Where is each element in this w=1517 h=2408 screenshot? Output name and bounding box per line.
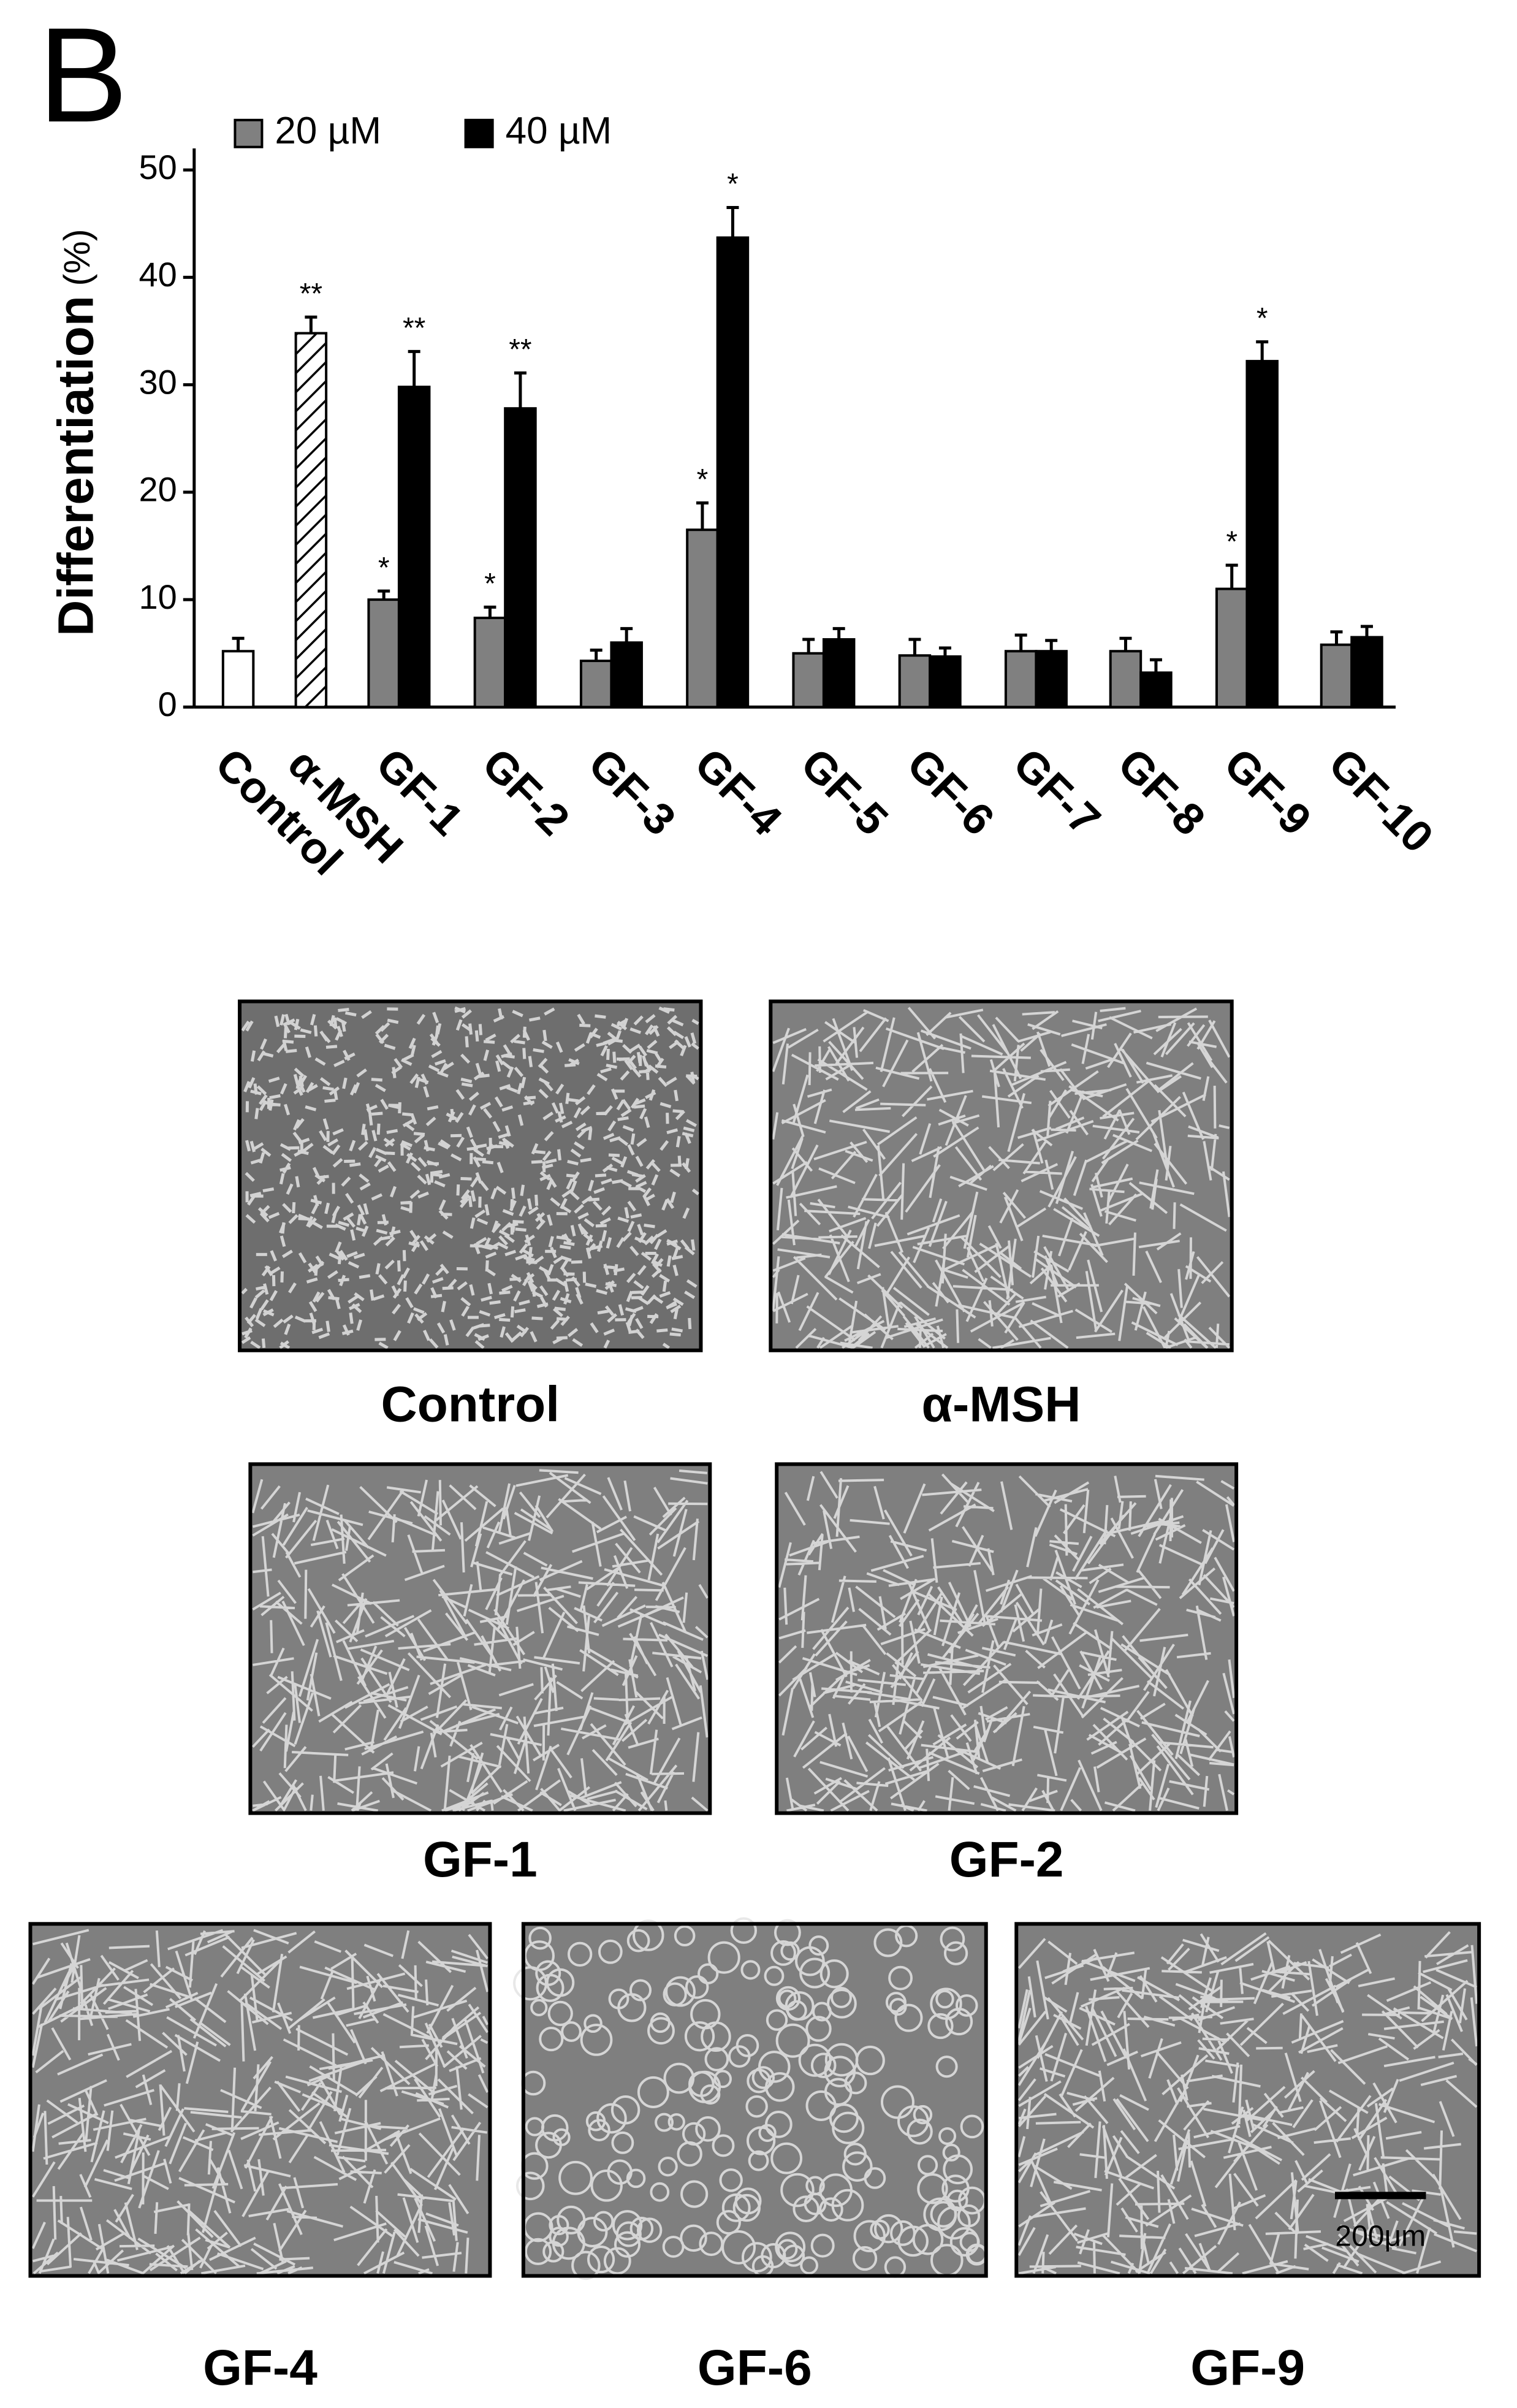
significance: * (727, 168, 739, 200)
bar (686, 528, 719, 709)
micrograph-label: GF-9 (1190, 2340, 1305, 2396)
bar (1139, 671, 1173, 709)
micrograph (28, 1922, 492, 2278)
cell-texture (778, 1471, 1236, 1812)
bar (504, 407, 537, 709)
bar (1320, 643, 1353, 709)
micrograph-frame (238, 999, 703, 1352)
x-tick-label: GF-4 (685, 739, 791, 845)
micrograph (769, 999, 1234, 1352)
significance: * (697, 463, 709, 496)
cell-texture (513, 1917, 988, 2280)
bar (898, 654, 932, 709)
x-tick-label: GF-7 (1004, 739, 1110, 845)
micrograph-label: GF-6 (698, 2340, 812, 2396)
bar (716, 236, 750, 709)
x-tick-label: GF-10 (1319, 739, 1442, 863)
micrograph-label: Control (381, 1376, 560, 1432)
micrograph-label: α-MSH (922, 1376, 1081, 1432)
y-tick-label: 40 (139, 255, 177, 294)
y-axis-unit: (%) (56, 229, 97, 286)
micrograph-frame (1014, 1922, 1481, 2278)
x-tick-label: GF-6 (897, 739, 1003, 845)
significance: * (378, 552, 390, 584)
micrograph (513, 1917, 988, 2280)
legend-label: 40 µM (506, 110, 612, 152)
micrograph (238, 999, 703, 1352)
micrograph-frame (28, 1922, 492, 2278)
bar (473, 616, 507, 709)
micrograph-label: GF-4 (203, 2340, 317, 2396)
cell-texture (31, 1929, 489, 2275)
significance: * (484, 568, 496, 600)
bar (1109, 650, 1143, 709)
panel-label: B (38, 0, 128, 150)
bar (822, 638, 856, 709)
significance: ** (403, 312, 425, 345)
micrograph-label: GF-1 (423, 1832, 538, 1888)
y-axis-label: Differentiation (48, 295, 104, 636)
significance: ** (300, 278, 322, 310)
micrograph-frame (775, 1462, 1239, 1815)
significance: * (1226, 526, 1238, 558)
legend-swatch (234, 118, 264, 148)
bar (367, 598, 400, 709)
micrograph-label: GF-2 (949, 1832, 1064, 1888)
legend-swatch (464, 118, 494, 148)
micrograph (248, 1462, 712, 1815)
y-tick-label: 50 (139, 148, 177, 186)
bar (294, 332, 328, 709)
bar (610, 641, 643, 709)
x-tick-label: GF-9 (1215, 739, 1321, 845)
bar (221, 650, 255, 709)
bar (792, 652, 825, 709)
micrograph-frame (769, 999, 1234, 1352)
bar (1245, 360, 1279, 709)
significance: * (1257, 302, 1268, 335)
bar (397, 386, 431, 709)
x-tick-label: GF-2 (473, 739, 579, 845)
y-tick-label: 0 (158, 685, 177, 723)
y-tick-label: 10 (139, 577, 177, 616)
cell-texture (251, 1469, 709, 1812)
micrograph (1014, 1922, 1481, 2278)
significance: ** (509, 333, 531, 366)
cell-texture (1017, 1931, 1478, 2275)
scale-bar-label: 200μm (1335, 2220, 1426, 2252)
micrograph-frame (521, 1922, 988, 2278)
y-tick-label: 30 (139, 362, 177, 401)
bar (1004, 650, 1038, 709)
bar (1215, 587, 1249, 709)
legend-label: 20 µM (275, 110, 381, 152)
x-tick-label: GF-8 (1108, 739, 1214, 845)
y-tick-label: 20 (139, 470, 177, 509)
cell-texture (241, 1006, 699, 1349)
micrograph (775, 1462, 1239, 1815)
bar (579, 660, 613, 709)
x-tick-label: GF-5 (791, 739, 897, 845)
micrograph-frame (248, 1462, 712, 1815)
bar (929, 655, 962, 709)
bar (1035, 650, 1068, 709)
bar (1350, 636, 1383, 709)
cell-texture (772, 1007, 1231, 1349)
x-tick-label: GF-3 (579, 739, 685, 845)
